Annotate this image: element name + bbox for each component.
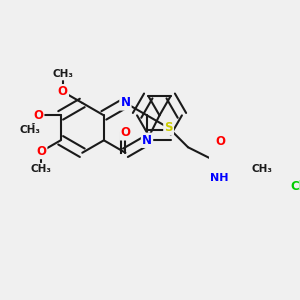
Text: CH₃: CH₃ — [19, 125, 40, 136]
Text: O: O — [58, 85, 68, 98]
Text: O: O — [215, 135, 225, 148]
Text: NH: NH — [210, 173, 228, 183]
Text: O: O — [33, 109, 43, 122]
Text: CH₃: CH₃ — [52, 69, 73, 79]
Text: N: N — [120, 96, 130, 110]
Text: Cl: Cl — [290, 180, 300, 193]
Text: CH₃: CH₃ — [31, 164, 52, 174]
Text: O: O — [120, 126, 130, 139]
Text: N: N — [142, 134, 152, 147]
Text: S: S — [164, 121, 173, 134]
Text: O: O — [36, 145, 46, 158]
Text: CH₃: CH₃ — [251, 164, 272, 174]
